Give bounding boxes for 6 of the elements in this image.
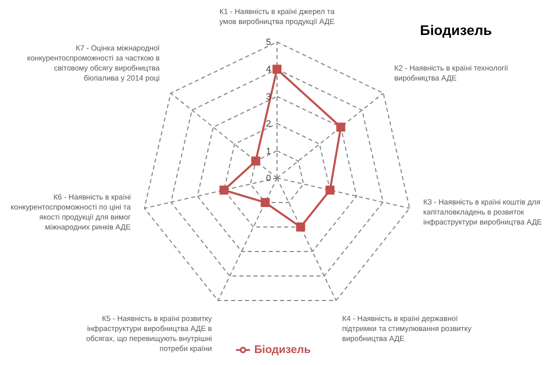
y-tick-label: 4 [266,64,271,74]
y-tick-label: 5 [266,37,271,47]
legend-label: Біодизель [254,344,311,356]
y-tick-label: 1 [266,146,271,156]
y-tick-label: 2 [266,118,271,129]
text: Біодизель [420,22,492,38]
